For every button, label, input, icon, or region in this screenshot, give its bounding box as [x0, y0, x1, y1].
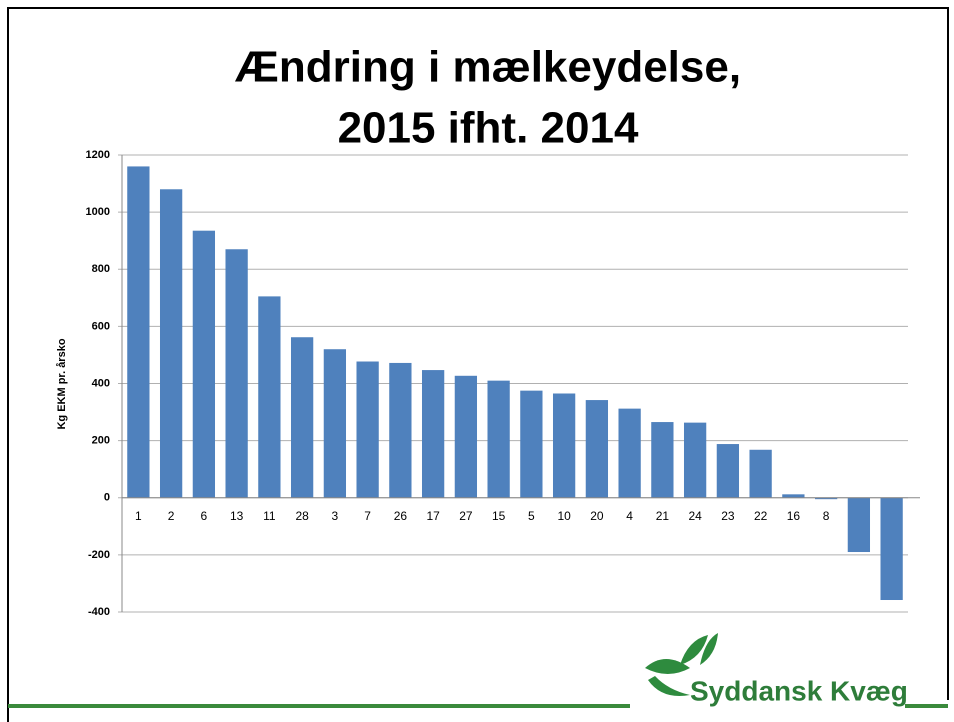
x-tick-label: 13 [230, 509, 244, 523]
y-tick-label: 200 [92, 435, 110, 447]
frame [7, 7, 949, 722]
logo-leaf [645, 659, 690, 674]
bar [552, 393, 576, 498]
x-tick-label: 20 [590, 509, 604, 523]
logo-text: Syddansk Kvæg [690, 675, 908, 706]
x-tick-label: 26 [394, 509, 408, 523]
y-tick-label: 1000 [86, 206, 110, 218]
bar [585, 400, 609, 498]
bar [814, 497, 838, 500]
bar [651, 422, 674, 498]
x-tick-label: 28 [295, 509, 309, 523]
x-tick-label: 21 [656, 509, 670, 523]
x-tick-label: 24 [688, 509, 702, 523]
y-tick-label: -400 [88, 606, 110, 618]
x-tick-label: 11 [263, 509, 276, 523]
x-tick-label: 23 [721, 509, 735, 523]
x-tick-label: 4 [626, 509, 633, 523]
bar [258, 296, 281, 498]
logo: Syddansk Kvæg [645, 633, 908, 706]
y-tick-label: 1200 [86, 149, 110, 161]
bar [356, 361, 379, 498]
bar [389, 362, 412, 498]
title-line: 2015 ifht. 2014 [338, 104, 639, 153]
bar [749, 449, 772, 498]
x-tick-label: 6 [201, 509, 208, 523]
bar [127, 166, 150, 498]
y-tick-label: 800 [92, 263, 110, 275]
x-tick-label: 27 [459, 509, 473, 523]
x-tick-label: 15 [492, 509, 506, 523]
bar [290, 337, 314, 498]
x-tick-label: 1 [135, 509, 142, 523]
x-tick-label: 16 [787, 509, 801, 523]
title-line: Ændring i mælkeydelse, [235, 43, 741, 92]
y-tick-label: 400 [92, 377, 110, 389]
bar [520, 390, 543, 498]
bar [159, 189, 183, 498]
bar [192, 230, 216, 498]
bar [716, 444, 740, 498]
bar [683, 422, 707, 498]
logo-leaf [700, 633, 718, 665]
bar [421, 370, 445, 498]
x-tick-label: 22 [754, 509, 768, 523]
bar [454, 375, 478, 498]
x-tick-label: 10 [557, 509, 571, 523]
bar [880, 497, 903, 601]
logo-leaf [680, 635, 708, 665]
x-tick-label: 5 [528, 509, 535, 523]
bar [847, 497, 871, 553]
bar [618, 408, 641, 498]
x-tick-label: 8 [823, 509, 830, 523]
y-tick-label: 600 [92, 320, 110, 332]
bar [323, 349, 347, 498]
bar [782, 494, 805, 498]
y-axis-label: Kg EKM pr. årsko [56, 338, 68, 429]
logo-swoosh [648, 676, 690, 696]
y-tick-label: -200 [88, 549, 110, 561]
bar [225, 249, 248, 498]
x-tick-label: 2 [168, 509, 175, 523]
y-tick-label: 0 [104, 492, 110, 504]
bar [487, 380, 510, 498]
x-tick-label: 17 [426, 509, 440, 523]
x-tick-label: 3 [332, 509, 339, 523]
x-tick-label: 7 [364, 509, 371, 523]
